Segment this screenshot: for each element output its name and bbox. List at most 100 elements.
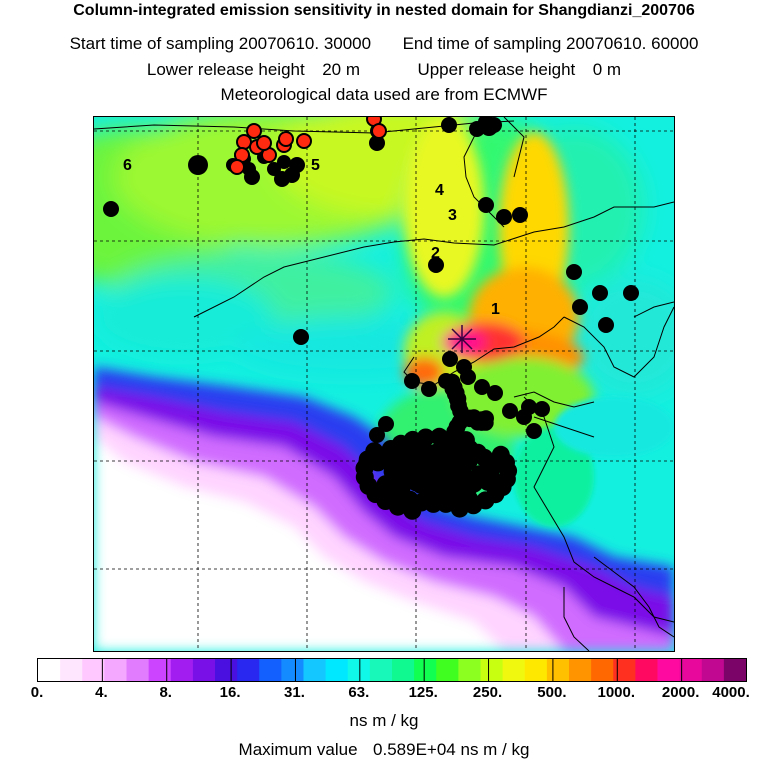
legend-swatch — [237, 659, 260, 681]
source-point — [512, 207, 528, 223]
legend-swatch — [591, 659, 614, 681]
legend-swatch — [60, 659, 83, 681]
legend-swatch — [104, 659, 128, 681]
source-point — [478, 197, 494, 213]
legend-swatch — [569, 659, 592, 681]
legend-tick-label: 4. — [95, 684, 108, 701]
source-point — [470, 465, 489, 484]
source-point — [598, 317, 614, 333]
sampling-times: Start time of sampling 20070610. 30000 E… — [0, 34, 768, 54]
cluster-label-1: 1 — [491, 301, 500, 318]
legend-swatch — [259, 659, 282, 681]
legend-tick-label: 31. — [284, 684, 305, 701]
sensitivity-map: 1 2 3 4 5 6 — [94, 117, 674, 651]
source-point — [427, 459, 446, 478]
source-point-highlighted — [229, 159, 245, 175]
legend-swatch — [303, 659, 327, 681]
legend-swatch — [723, 659, 746, 681]
cluster-label-6: 6 — [123, 157, 132, 174]
legend-tick-label: 0. — [30, 684, 44, 701]
legend-swatch — [192, 659, 216, 681]
source-point — [469, 121, 485, 137]
source-point-highlighted — [296, 133, 312, 149]
legend-swatch — [38, 659, 61, 681]
cluster-labels: 1 2 3 4 5 6 — [123, 157, 500, 318]
source-point — [369, 453, 387, 472]
color-legend-swatches — [38, 659, 746, 681]
legend-tick-label: 2000. — [661, 684, 700, 701]
legend-tick-label: 250. — [472, 684, 503, 701]
source-point — [369, 427, 385, 443]
legend-swatch — [546, 659, 570, 681]
source-point — [521, 399, 537, 415]
legend-swatch — [392, 659, 415, 681]
source-point — [424, 494, 443, 513]
legend-swatch — [480, 659, 504, 681]
legend-swatch — [148, 659, 172, 681]
source-point — [441, 466, 460, 484]
source-point — [442, 351, 458, 367]
legend-swatch — [369, 659, 393, 681]
field-coast — [514, 397, 674, 527]
source-point — [274, 171, 290, 187]
source-point-highlighted — [371, 123, 387, 139]
meteorological-note: Meteorological data used are from ECMWF — [220, 85, 548, 104]
legend-tick-label: 16. — [219, 684, 241, 701]
source-point — [421, 381, 437, 397]
source-point-highlighted — [236, 134, 252, 150]
maximum-value-label: Maximum value — [238, 740, 358, 759]
legend-swatch — [325, 659, 349, 681]
source-point — [244, 169, 260, 185]
source-point — [188, 155, 208, 175]
legend-swatch — [215, 659, 238, 681]
end-time-label: End time of sampling — [402, 34, 562, 53]
source-point — [448, 418, 465, 435]
source-point — [526, 423, 542, 439]
source-points-red — [229, 117, 387, 175]
start-time-value: 20070610. 30000 — [238, 34, 372, 53]
release-heights: Lower release height 20 m Upper release … — [0, 60, 768, 80]
cluster-label-4: 4 — [435, 182, 444, 199]
legend-tick-label: 1000. — [597, 684, 636, 701]
source-point — [369, 135, 385, 151]
upper-release-value: 0 m — [592, 60, 622, 79]
legend-tick-label: 4000. — [712, 684, 750, 701]
legend-swatch — [635, 659, 659, 681]
source-point — [378, 416, 394, 432]
source-point-highlighted — [246, 123, 262, 139]
start-time-label: Start time of sampling — [69, 34, 234, 53]
source-point — [392, 478, 411, 497]
source-points-black — [103, 117, 639, 520]
source-point — [491, 445, 510, 464]
legend-units: ns m / kg — [349, 711, 419, 730]
legend-swatch — [281, 659, 305, 681]
source-point — [566, 264, 582, 280]
source-point — [496, 209, 512, 225]
source-point — [502, 403, 518, 419]
source-point — [412, 465, 431, 484]
legend-swatch — [82, 659, 105, 681]
legend-swatch — [657, 659, 681, 681]
source-point — [403, 501, 422, 520]
source-point — [293, 329, 309, 345]
legend-swatch — [524, 659, 548, 681]
source-point-highlighted — [278, 131, 294, 147]
legend-swatch — [679, 659, 703, 681]
source-point — [623, 285, 639, 301]
upper-release-label: Upper release height — [417, 60, 576, 79]
legend-swatch — [502, 659, 526, 681]
source-point — [438, 438, 455, 454]
source-point — [406, 448, 425, 467]
source-point — [572, 299, 588, 315]
legend-swatch — [436, 659, 459, 681]
source-point — [534, 401, 550, 417]
legend-tick-label: 500. — [537, 684, 567, 701]
legend-tick-label: 125. — [408, 684, 438, 701]
source-point — [469, 414, 486, 431]
cluster-label-2: 2 — [431, 245, 440, 262]
lower-release-label: Lower release height — [146, 60, 305, 79]
source-point — [592, 285, 608, 301]
source-point — [487, 385, 503, 401]
legend-swatch — [458, 659, 482, 681]
source-point-highlighted — [256, 135, 272, 151]
